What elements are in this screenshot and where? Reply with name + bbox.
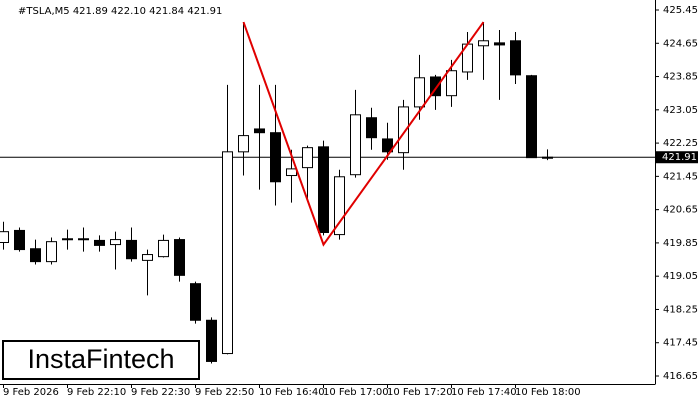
candle-body — [318, 146, 329, 234]
price-tag-label: 421.91 — [662, 152, 697, 163]
candle-body — [62, 238, 73, 241]
candle-body — [30, 248, 41, 263]
x-tick-label: 10 Feb 17:40 — [451, 387, 517, 398]
candle-body — [542, 156, 553, 159]
candle-body — [366, 117, 377, 139]
candle-body — [478, 40, 489, 47]
candle-body — [0, 231, 9, 243]
x-tick-label: 9 Feb 2026 — [3, 387, 59, 398]
candle-body — [94, 239, 105, 246]
y-tick-label: 419.05 — [663, 271, 698, 282]
pattern-line — [242, 21, 485, 247]
y-tick-label: 423.85 — [663, 72, 698, 83]
x-tick-label: 9 Feb 22:30 — [131, 387, 190, 398]
candle-body — [238, 135, 249, 153]
x-tick-label: 10 Feb 17:00 — [323, 387, 389, 398]
candle-body — [446, 70, 457, 97]
y-tick-label: 424.65 — [663, 38, 698, 49]
y-tick-label: 420.65 — [663, 205, 698, 216]
candle-body — [526, 75, 537, 159]
logo: InstaFintech — [27, 344, 174, 374]
y-tick-label: 419.85 — [663, 238, 698, 249]
candle-body — [158, 239, 169, 258]
candle-body — [14, 229, 25, 251]
candle-body — [398, 106, 409, 154]
candle-body — [270, 132, 281, 183]
x-tick-label: 10 Feb 17:20 — [387, 387, 453, 398]
candle-body — [206, 319, 217, 362]
candle-body — [494, 42, 505, 46]
logo-box — [2, 340, 200, 380]
candle-body — [190, 283, 201, 321]
y-tick-label: 423.05 — [663, 105, 698, 116]
candle-body — [110, 239, 121, 246]
y-tick-label: 416.65 — [663, 371, 698, 382]
y-tick-label: 417.45 — [663, 338, 698, 349]
candle-body — [254, 128, 265, 134]
y-tick-label: 425.45 — [663, 5, 698, 16]
candle-body — [126, 239, 137, 260]
candle-body — [510, 40, 521, 76]
x-tick-label: 9 Feb 22:50 — [195, 387, 254, 398]
candle-body — [414, 77, 425, 108]
y-tick-label: 421.45 — [663, 171, 698, 182]
y-tick-label: 418.25 — [663, 304, 698, 315]
x-tick-label: 10 Feb 16:40 — [259, 387, 325, 398]
x-tick-label: 9 Feb 22:10 — [67, 387, 126, 398]
candle-body — [174, 239, 185, 276]
price-tag — [656, 151, 698, 164]
candle-body — [430, 76, 441, 97]
x-tick-label: 10 Feb 18:00 — [515, 387, 581, 398]
candle-body — [382, 138, 393, 153]
candle-body — [222, 151, 233, 355]
candle-body — [46, 241, 57, 263]
chart-header: #TSLA,M5 421.89 422.10 421.84 421.91 — [18, 6, 222, 17]
candle-body — [350, 114, 361, 176]
y-tick-label: 422.25 — [663, 138, 698, 149]
candle-body — [334, 176, 345, 236]
candle-body — [78, 238, 89, 241]
plot-area — [0, 21, 655, 364]
candle-body — [142, 254, 153, 261]
candle-body — [302, 147, 313, 169]
candle-body — [286, 168, 297, 177]
